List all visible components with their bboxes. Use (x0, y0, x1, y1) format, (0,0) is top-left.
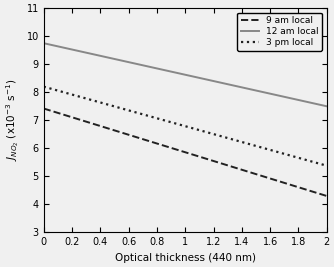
Legend: 9 am local, 12 am local, 3 pm local: 9 am local, 12 am local, 3 pm local (237, 13, 322, 50)
X-axis label: Optical thickness (440 nm): Optical thickness (440 nm) (115, 253, 256, 263)
Y-axis label: $J_{NO_2}$ (x10$^{-3}$ s$^{-1}$): $J_{NO_2}$ (x10$^{-3}$ s$^{-1}$) (4, 79, 21, 162)
